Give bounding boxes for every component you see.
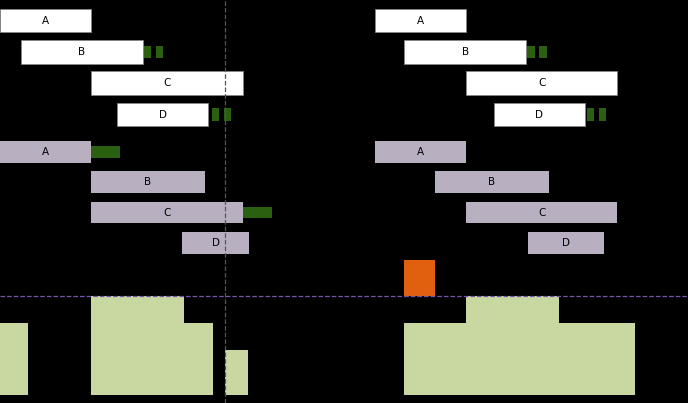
Bar (182, 232, 250, 254)
Bar (144, 46, 151, 58)
Bar (91, 71, 243, 95)
Bar (466, 296, 559, 395)
Bar (184, 323, 213, 395)
Bar (375, 141, 466, 163)
Text: B: B (488, 177, 495, 187)
Bar (91, 296, 184, 395)
Bar (226, 350, 248, 395)
Bar (0, 9, 91, 32)
Bar (595, 323, 634, 395)
Bar (539, 46, 547, 58)
Text: A: A (42, 15, 49, 25)
Bar (528, 232, 603, 254)
Bar (493, 103, 585, 126)
Bar (466, 202, 618, 223)
Text: C: C (163, 208, 171, 218)
Bar (155, 46, 164, 58)
Bar (0, 323, 28, 395)
Bar (599, 108, 607, 120)
Bar (559, 323, 595, 395)
Text: B: B (78, 47, 85, 57)
Bar (405, 260, 435, 296)
Bar (436, 172, 549, 193)
Bar (405, 40, 526, 64)
Text: C: C (163, 78, 171, 88)
Bar (117, 103, 208, 126)
Bar (91, 172, 205, 193)
Text: C: C (538, 208, 546, 218)
Text: A: A (417, 15, 424, 25)
Bar (224, 108, 231, 120)
Text: C: C (538, 78, 546, 88)
Text: B: B (462, 47, 469, 57)
Bar (466, 71, 618, 95)
Text: A: A (417, 147, 424, 157)
Bar (0, 141, 91, 163)
Bar (212, 108, 219, 120)
Bar (405, 323, 466, 395)
Text: A: A (42, 147, 49, 157)
Text: D: D (562, 238, 570, 248)
Bar (375, 9, 466, 32)
Text: D: D (158, 110, 166, 120)
Bar (587, 108, 594, 120)
Bar (91, 202, 243, 223)
Bar (21, 40, 143, 64)
Text: D: D (535, 110, 544, 120)
Bar (527, 46, 535, 58)
Text: B: B (144, 177, 151, 187)
Text: D: D (212, 238, 220, 248)
Bar (91, 146, 120, 158)
Bar (242, 207, 272, 218)
